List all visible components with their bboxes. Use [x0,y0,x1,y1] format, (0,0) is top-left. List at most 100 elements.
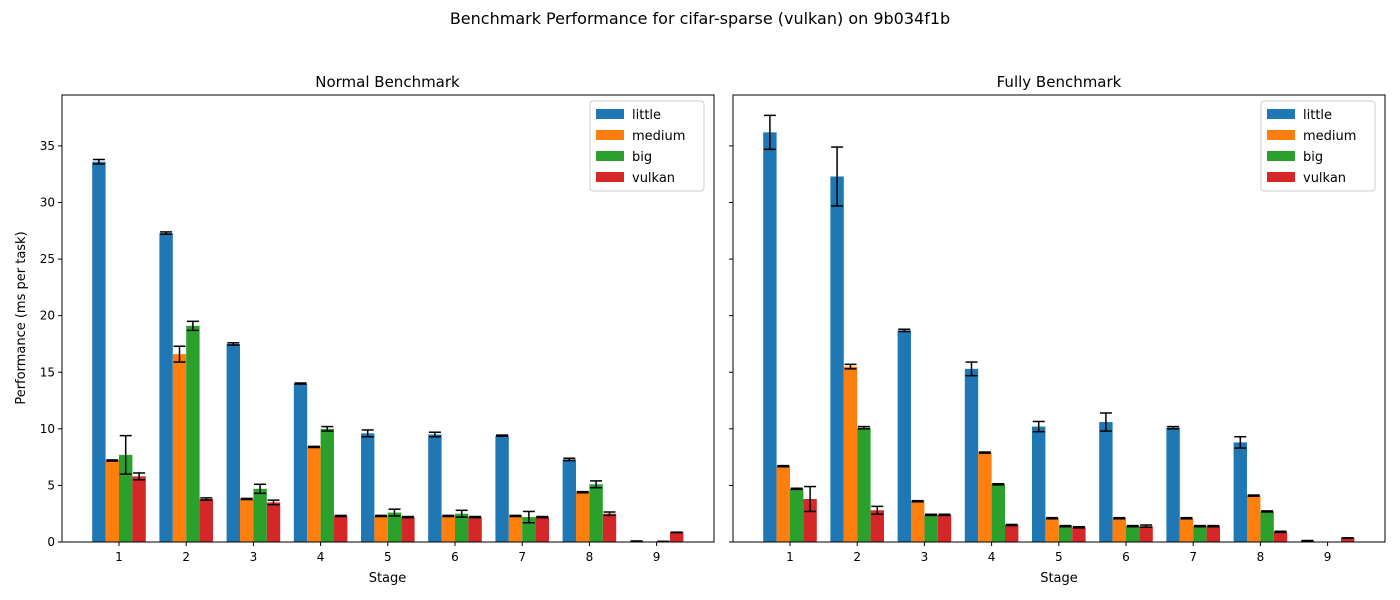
x-tick-label: 2 [853,550,861,564]
bar-medium-stage-3 [240,498,254,542]
legend-box [589,100,705,192]
bar-vulkan-stage-7 [1206,526,1220,542]
bar-big-stage-4 [320,428,334,542]
legend-label-big: big [632,150,652,165]
bar-medium-stage-2 [172,354,187,542]
bar-little-stage-1 [92,161,106,542]
legend-swatch-vulkan [596,172,624,182]
bar-vulkan-stage-3 [266,502,281,542]
y-tick-label: 10 [40,422,55,436]
x-tick-label: 6 [1122,550,1130,564]
bar-little-stage-3 [226,343,240,542]
bar-big-stage-8 [589,484,603,542]
y-tick-label: 25 [40,252,55,266]
x-tick-label: 5 [1055,550,1063,564]
x-tick-label: 8 [586,550,594,564]
bar-vulkan-stage-4 [1005,525,1019,542]
legend-label-medium: medium [1303,129,1356,144]
bar-little-stage-8 [1233,442,1247,542]
bar-medium-stage-5 [1045,518,1059,542]
bar-vulkan-stage-4 [334,515,348,542]
legend-swatch-vulkan [1267,172,1295,182]
bar-vulkan-stage-5 [1072,527,1086,542]
legend-swatch-medium [596,130,624,140]
bar-big-stage-2 [186,325,200,542]
y-tick-label: 5 [47,478,55,492]
bar-vulkan-stage-8 [602,513,617,542]
x-axis-label: Stage [1040,571,1078,586]
bar-big-stage-4 [991,484,1005,542]
bar-vulkan-stage-6 [1139,526,1153,542]
x-tick-label: 2 [182,550,190,564]
legend-swatch-little [596,109,624,119]
bar-medium-stage-5 [374,515,388,542]
x-tick-label: 1 [115,550,123,564]
bar-vulkan-stage-6 [468,517,482,542]
plot-frame [732,94,1386,543]
bar-medium-stage-8 [1247,495,1261,542]
x-tick-label: 7 [518,550,526,564]
legend-label-little: little [1303,108,1332,123]
bar-big-stage-3 [924,514,938,542]
legend: little medium big vulkan [589,100,705,192]
figure-suptitle: Benchmark Performance for cifar-sparse (… [450,9,950,28]
bar-big-stage-1 [790,488,804,542]
x-tick-label: 1 [786,550,794,564]
legend-label-little: little [632,108,661,123]
bar-little-stage-4 [964,368,979,542]
bar-vulkan-stage-1 [803,498,817,542]
bar-little-stage-5 [1032,426,1046,542]
legend-swatch-medium [1267,130,1295,140]
legend-label-vulkan: vulkan [1303,171,1346,186]
legend-label-medium: medium [632,129,685,144]
bar-big-stage-6 [455,513,469,542]
bar-little-stage-6 [428,434,442,542]
legend-swatch-big [1267,151,1295,161]
x-tick-label: 7 [1189,550,1197,564]
bar-big-stage-7 [1193,526,1207,542]
bar-little-stage-2 [159,233,173,542]
bar-vulkan-stage-9 [670,532,684,542]
bar-big-stage-5 [387,512,402,542]
bar-vulkan-stage-9 [1341,538,1355,542]
y-axis-label: Performance (ms per task) [14,231,29,404]
bar-little-stage-3 [897,330,911,542]
x-tick-label: 9 [653,550,661,564]
bar-vulkan-stage-1 [132,476,146,542]
plot-frame [61,94,715,543]
panel-fully-benchmark: Fully Benchmark Stage 1 2 3 4 5 6 7 8 9 little med… [729,73,1386,586]
x-tick-label: 4 [988,550,996,564]
bar-vulkan-stage-3 [937,514,952,542]
x-tick-label: 3 [250,550,258,564]
panel-title: Normal Benchmark [315,73,460,91]
y-tick-label: 30 [40,196,55,210]
panel-normal-benchmark: Normal Benchmark Stage Performance (ms p… [14,73,715,586]
x-tick-label: 3 [921,550,929,564]
x-tick-label: 9 [1324,550,1332,564]
y-tick-label: 35 [40,139,55,153]
bar-vulkan-stage-2 [870,510,884,542]
bar-vulkan-stage-5 [401,517,415,542]
x-tick-label: 8 [1257,550,1265,564]
bar-big-stage-8 [1260,511,1274,542]
bar-vulkan-stage-2 [199,498,213,542]
x-tick-label: 4 [317,550,325,564]
bar-little-stage-7 [1166,427,1180,542]
bar-medium-stage-3 [911,501,925,542]
bar-big-stage-2 [857,427,871,542]
bar-big-stage-6 [1126,526,1140,542]
bar-big-stage-5 [1058,526,1073,542]
bar-little-stage-6 [1099,422,1113,542]
bar-medium-stage-6 [1112,518,1126,542]
bar-little-stage-8 [562,459,576,542]
legend-box [1260,100,1376,192]
bar-vulkan-stage-7 [535,517,549,542]
bar-medium-stage-7 [508,515,523,542]
bar-medium-stage-8 [576,492,590,542]
y-tick-label: 15 [40,365,55,379]
bar-big-stage-1 [119,454,133,542]
legend-label-vulkan: vulkan [632,171,675,186]
y-tick-label: 20 [40,309,55,323]
